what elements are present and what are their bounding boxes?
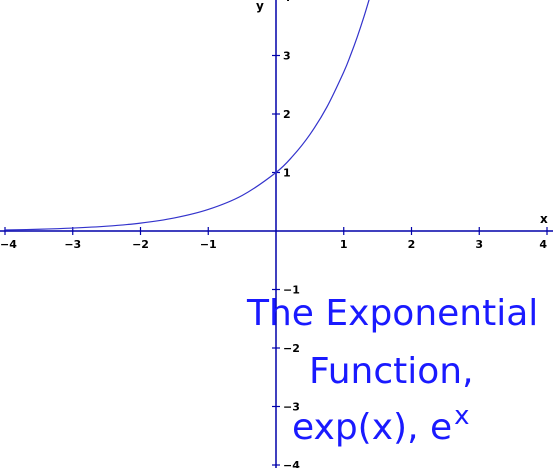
x-tick-label: 1: [340, 238, 348, 251]
y-tick-label: −3: [283, 401, 300, 414]
y-tick-label: 2: [283, 108, 291, 121]
y-tick-label: −4: [283, 459, 300, 468]
x-tick-label: 4: [539, 238, 547, 251]
exp-curve: [4, 0, 370, 231]
x-tick-label: −4: [0, 238, 17, 251]
y-tick-label: 3: [283, 50, 291, 63]
y-axis-label: y: [256, 0, 264, 13]
x-tick-label: −3: [64, 238, 81, 251]
annotation-superscript: x: [454, 401, 470, 431]
x-tick-label: 2: [408, 238, 416, 251]
x-tick-label: −1: [200, 238, 217, 251]
y-tick-label: −2: [283, 342, 300, 355]
annotation-formula: exp(x), e: [292, 407, 453, 448]
annotation-line-1: The Exponential: [247, 293, 539, 334]
y-tick-label: 4: [283, 0, 291, 4]
annotation-line-3: exp(x), ex: [292, 403, 470, 448]
ticks: [4, 54, 548, 466]
x-tick-label: −2: [132, 238, 149, 251]
x-tick-label: 3: [475, 238, 483, 251]
y-tick-label: −1: [283, 284, 300, 297]
x-axis-label: x: [540, 212, 548, 226]
annotation-line-2: Function,: [309, 351, 474, 392]
y-tick-label: 1: [283, 167, 291, 180]
